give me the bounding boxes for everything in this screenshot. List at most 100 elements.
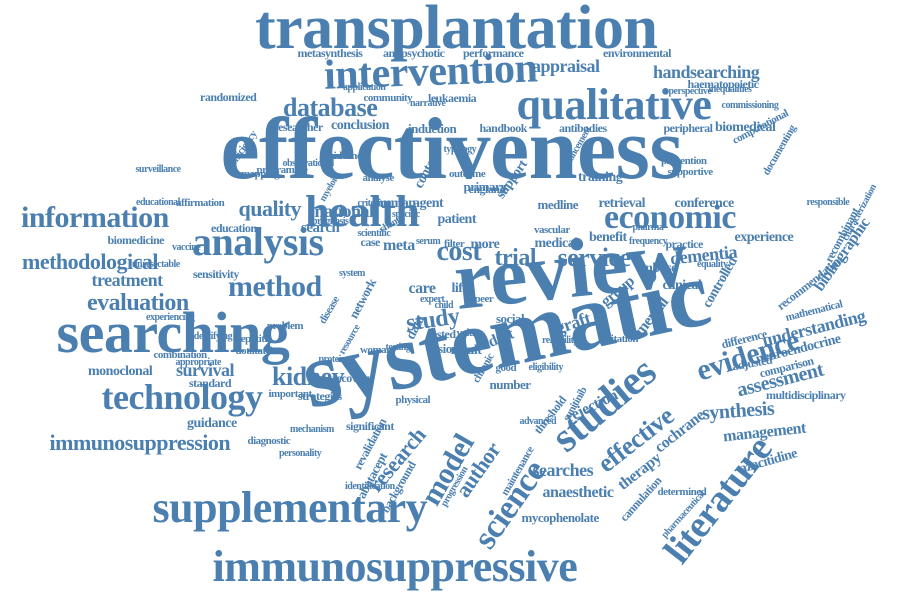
- word-survival: survival: [176, 360, 235, 380]
- word-good: good: [495, 361, 517, 374]
- word-appropriate: appropriate: [175, 357, 222, 368]
- word-conclusion: conclusion: [331, 118, 390, 133]
- word-unresectable: unresectable: [132, 259, 180, 270]
- word-multidisciplinary: multidisciplinary: [766, 388, 846, 402]
- word-vascular: vascular: [534, 223, 570, 236]
- word-information: information: [21, 201, 169, 234]
- word-mechanism: mechanism: [290, 424, 334, 435]
- word-prevention: prevention: [661, 154, 707, 167]
- word-mapping: mapping: [241, 167, 280, 180]
- word-methodological: methodological: [22, 249, 159, 274]
- word-quality: quality: [238, 196, 302, 221]
- word-trial: trial: [494, 245, 537, 271]
- word-handsearching: handsearching: [653, 62, 760, 82]
- word-performance: performance: [463, 46, 524, 60]
- word-narrative: narrative: [410, 98, 446, 109]
- word-guidance: guidance: [187, 416, 237, 431]
- word-advanced: advanced: [519, 416, 557, 427]
- word-analysis: analysis: [192, 219, 324, 264]
- word-searches: searches: [532, 460, 594, 480]
- word-haematopoietic: haematopoietic: [687, 77, 759, 91]
- word-retrieval: retrieval: [598, 196, 646, 211]
- word-personality: personality: [279, 448, 322, 459]
- word-england: england: [468, 182, 507, 196]
- word-identifying: identifying: [191, 331, 233, 342]
- word-identification: identification: [345, 481, 395, 492]
- word-expert: expert: [420, 294, 445, 305]
- word-monoclonal: monoclonal: [88, 364, 153, 379]
- word-transplantation: transplantation: [255, 0, 658, 62]
- word-experiencing: experiencing: [146, 312, 195, 323]
- word-effectiveness: effectiveness: [220, 101, 684, 198]
- word-determined: determined: [657, 485, 707, 498]
- word-primary: primary: [463, 178, 507, 194]
- word-standard: standard: [189, 376, 232, 390]
- word-application: application: [343, 82, 386, 93]
- word-number: number: [489, 376, 532, 392]
- word-social: social: [496, 310, 525, 326]
- word-searching: searching: [56, 300, 290, 365]
- word-diagnostic: diagnostic: [247, 434, 291, 447]
- word-sensitivity: sensitivity: [193, 267, 239, 281]
- word-medline: medline: [537, 196, 579, 212]
- word-equality: equality: [697, 259, 728, 270]
- word-significant: significant: [346, 419, 394, 433]
- word-anaesthetic: anaesthetic: [542, 484, 614, 501]
- word-search: search: [301, 219, 340, 236]
- word-fusion: fusion: [427, 340, 459, 356]
- word-strategies: strategies: [298, 389, 342, 403]
- word-tested: tested: [428, 327, 457, 341]
- word-literature: literature: [655, 428, 781, 572]
- word-agent: agent: [413, 196, 444, 211]
- word-conference: conference: [674, 196, 735, 211]
- word-life: life: [451, 281, 469, 296]
- word-physical: physical: [395, 393, 431, 406]
- word-researcher: researcher: [273, 120, 324, 134]
- word-peripheral: peripheral: [663, 121, 714, 135]
- word-method: method: [228, 270, 322, 303]
- word-education: education: [211, 221, 257, 235]
- word-clinical: clinical: [662, 278, 702, 293]
- word-system: system: [339, 268, 365, 279]
- word-perspective: perspective: [668, 86, 712, 97]
- word-medical: medical: [534, 236, 579, 251]
- word-outcome: outcome: [449, 167, 486, 180]
- word-meta: meta: [383, 237, 415, 254]
- word-service: service: [557, 243, 632, 272]
- word-woman: woman: [360, 343, 392, 356]
- word-experience: experience: [734, 230, 794, 245]
- word-frequency: frequency: [629, 236, 668, 247]
- word-inequalities: inequalities: [708, 84, 752, 95]
- word-surveillance: surveillance: [135, 164, 182, 175]
- word-human: human: [376, 196, 416, 211]
- word-criterion: criterion: [357, 198, 391, 209]
- word-guideline: guideline: [323, 149, 362, 162]
- word-benefit: benefit: [589, 230, 627, 245]
- word-reliability: reliability: [542, 335, 578, 346]
- word-national: national: [314, 201, 375, 221]
- word-hepatitis: hepatitis: [235, 332, 271, 345]
- word-supplementary: supplementary: [152, 483, 428, 532]
- word-antipsychotic: antipsychotic: [383, 46, 445, 60]
- word-responsible: responsible: [806, 197, 850, 208]
- word-filter: filter: [444, 237, 465, 250]
- word-eligibility: eligibility: [528, 362, 564, 373]
- word-pharma: pharma: [632, 222, 664, 233]
- word-care: care: [408, 280, 437, 297]
- word-mycophenolate: mycophenolate: [521, 509, 600, 525]
- word-case: case: [360, 235, 381, 249]
- word-analyse: analyse: [362, 171, 395, 184]
- word-practice: practice: [665, 237, 704, 251]
- word-observational: observational: [282, 158, 335, 169]
- word-dotatate: dotatate: [235, 344, 271, 357]
- word-scientific: scientific: [357, 228, 391, 239]
- word-evaluation: evaluation: [87, 290, 189, 316]
- word-recovery: recovery: [332, 371, 373, 385]
- word-more: more: [470, 237, 500, 252]
- word-synthesis: synthesis: [701, 397, 775, 425]
- word-kidney: kidney: [272, 362, 345, 391]
- word-peer: peer: [474, 292, 494, 305]
- word-educational: educational: [136, 197, 180, 208]
- word-metasynthesis: metasynthesis: [297, 46, 363, 60]
